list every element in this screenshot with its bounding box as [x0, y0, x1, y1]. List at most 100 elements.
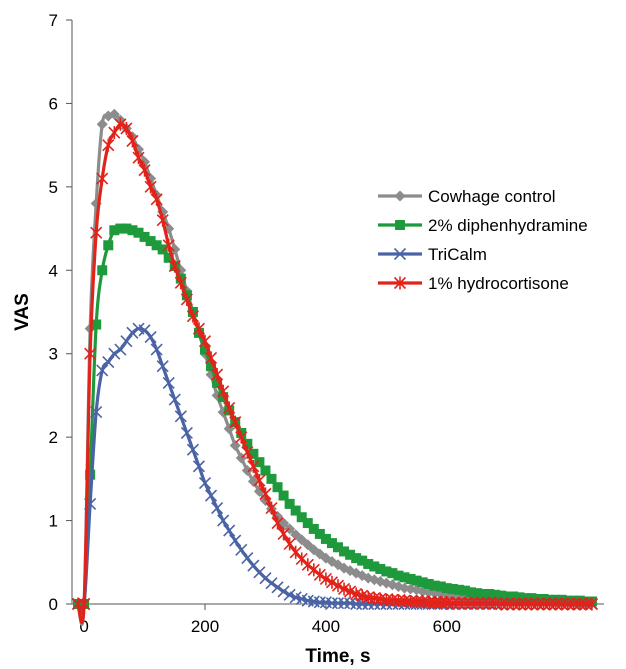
series-line	[76, 326, 592, 613]
data-point	[446, 596, 459, 610]
legend: Cowhage control 2% diphenhydramine TriCalm…	[378, 187, 588, 293]
data-point	[331, 597, 345, 610]
data-point	[380, 593, 393, 607]
data-point	[156, 360, 169, 373]
data-point	[483, 596, 496, 610]
data-point	[271, 516, 284, 530]
data-point	[204, 489, 218, 502]
y-tick-label: 7	[49, 11, 58, 30]
data-point	[302, 539, 314, 551]
data-point	[508, 591, 519, 602]
data-point	[308, 523, 319, 534]
data-point	[96, 364, 109, 377]
data-point	[313, 596, 326, 609]
data-point	[242, 438, 253, 449]
data-point	[241, 552, 254, 565]
data-point	[241, 445, 254, 459]
data-point	[265, 577, 278, 590]
legend-label: TriCalm	[428, 245, 487, 264]
data-point	[186, 443, 199, 456]
legend-label: 2% diphenhydramine	[428, 216, 588, 235]
data-point	[168, 393, 181, 406]
data-point	[114, 343, 127, 356]
data-point	[192, 460, 206, 473]
data-point	[151, 240, 162, 251]
data-point	[260, 465, 271, 476]
data-point	[519, 597, 532, 611]
data-point	[320, 533, 331, 544]
data-point	[198, 334, 212, 348]
data-point	[96, 118, 108, 130]
data-point	[211, 368, 224, 382]
data-point	[458, 596, 472, 610]
data-point	[435, 581, 446, 592]
data-point	[543, 597, 556, 611]
data-point	[259, 487, 272, 501]
legend-marker	[393, 247, 407, 261]
data-point	[108, 108, 120, 120]
x-tick-label: 600	[433, 617, 461, 636]
data-point	[447, 583, 458, 594]
data-point	[399, 572, 410, 583]
y-axis-title: VAS	[12, 293, 33, 331]
data-point	[325, 597, 339, 610]
data-point	[120, 335, 133, 348]
data-point	[162, 376, 175, 389]
data-point	[369, 561, 380, 572]
data-point	[223, 524, 236, 537]
data-point	[490, 589, 501, 600]
data-point	[478, 588, 489, 599]
data-point	[254, 457, 265, 468]
data-point	[290, 529, 302, 541]
data-point	[126, 134, 139, 148]
data-point	[253, 474, 266, 488]
data-point	[525, 597, 538, 611]
data-point	[344, 584, 357, 598]
data-point	[313, 568, 326, 582]
data-point	[411, 575, 422, 586]
data-point	[229, 415, 242, 429]
legend-label: 1% hydrocortisone	[428, 274, 569, 293]
data-point	[85, 469, 96, 480]
data-point	[351, 553, 362, 564]
data-point	[180, 292, 193, 306]
data-point	[429, 580, 440, 591]
data-point	[102, 355, 115, 369]
data-point	[103, 240, 114, 251]
data-point	[573, 597, 586, 611]
data-point	[247, 475, 259, 487]
data-point	[333, 542, 343, 553]
data-point	[132, 151, 145, 165]
data-point	[163, 252, 174, 263]
plot-area	[71, 108, 598, 626]
data-point	[423, 578, 434, 589]
legend-item: Cowhage control	[378, 187, 556, 206]
data-point	[277, 527, 290, 541]
x-axis: 0 200 400 600	[79, 604, 461, 636]
data-point	[434, 595, 447, 609]
data-point	[235, 430, 248, 444]
data-point	[78, 597, 91, 611]
data-point	[139, 231, 150, 242]
legend-marker	[393, 276, 407, 290]
data-point	[248, 448, 259, 459]
data-point	[115, 223, 126, 234]
data-point	[145, 236, 156, 247]
data-point	[162, 238, 175, 252]
data-point	[452, 596, 465, 610]
data-point	[272, 482, 283, 493]
data-point	[206, 361, 217, 372]
data-point	[319, 572, 332, 586]
data-point	[501, 597, 514, 611]
data-point	[307, 563, 320, 577]
data-point	[156, 213, 169, 227]
legend-marker	[394, 190, 406, 202]
data-point	[296, 512, 307, 523]
data-point	[513, 597, 526, 611]
data-point	[325, 575, 339, 589]
data-point	[108, 347, 121, 360]
data-point	[180, 426, 193, 440]
data-point	[266, 473, 277, 484]
data-point	[97, 265, 108, 276]
data-point	[84, 347, 97, 361]
